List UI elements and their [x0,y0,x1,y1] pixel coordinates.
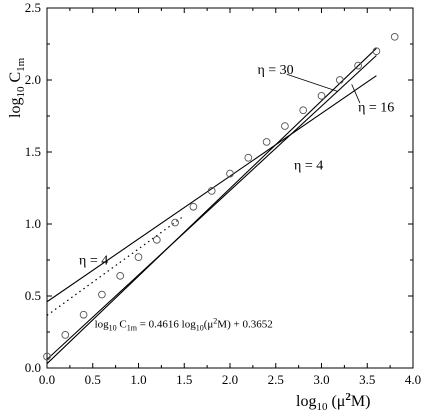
leader-eta-16 [351,84,361,104]
data-point [262,138,271,146]
data-point [281,122,289,130]
series-line-2 [46,75,377,303]
y-tick-label: 1.0 [25,216,41,231]
series-lines [46,47,377,365]
x-tick-label: 2.5 [268,372,284,387]
annotation-eta: η = 30 [257,63,293,78]
x-tick-label: 3.0 [313,372,329,387]
equation-label: log10 C1m = 0.4616 log10(μ2M) + 0.3652 [95,317,273,333]
data-point [207,187,216,195]
y-tick-label: 2.5 [25,0,41,15]
x-tick-label: 0.0 [39,372,55,387]
y-tick-label: 2.0 [25,72,41,87]
data-point [171,218,179,227]
data-point [390,32,399,41]
data-point [134,253,143,261]
x-tick-label: 1.0 [130,372,146,387]
data-point [244,153,253,162]
data-point [98,290,106,299]
data-point [372,47,381,56]
data-point [116,271,125,280]
axis-labels: log10 (μ2M) log10 C1m [7,57,370,413]
x-tick-label: 4.0 [405,372,421,387]
x-axis-label: log10 (μ2M) [296,391,370,413]
y-tick-label: 0.0 [25,360,41,375]
series-line-0 [46,47,377,365]
y-tick-label: 0.5 [25,288,41,303]
data-point [226,169,234,178]
annotation-eta: η = 4 [294,158,323,173]
series-line-3 [46,215,185,316]
data-point [299,106,308,115]
annotation-eta: η = 4 [79,253,108,268]
annotation-eta: η = 16 [358,101,394,116]
data-point [189,202,198,211]
x-tick-label: 0.5 [85,372,101,387]
series-line-1 [46,55,377,360]
data-point [335,76,344,84]
data-point [354,61,362,70]
ticks: 0.0 0.5 1.0 1.5 2.0 2.5 3.0 3.5 4.0 0.0 0.5 1.0 1.5 2… [25,0,421,387]
y-axis-label: log10 C1m [7,57,27,118]
y-tick-label: 1.5 [25,144,41,159]
data-point [317,91,326,100]
data-markers [43,32,399,361]
x-tick-label: 2.0 [222,372,238,387]
data-point [43,352,51,361]
x-tick-label: 1.5 [176,372,192,387]
data-point [61,331,70,339]
data-point [152,235,161,244]
leader-eta-30 [286,73,339,92]
x-tick-label: 3.5 [359,372,375,387]
annotations: η = 30 η = 16 η = 4 η = 4 log10 C1m = 0.4616… [79,63,394,332]
data-point [79,310,88,319]
